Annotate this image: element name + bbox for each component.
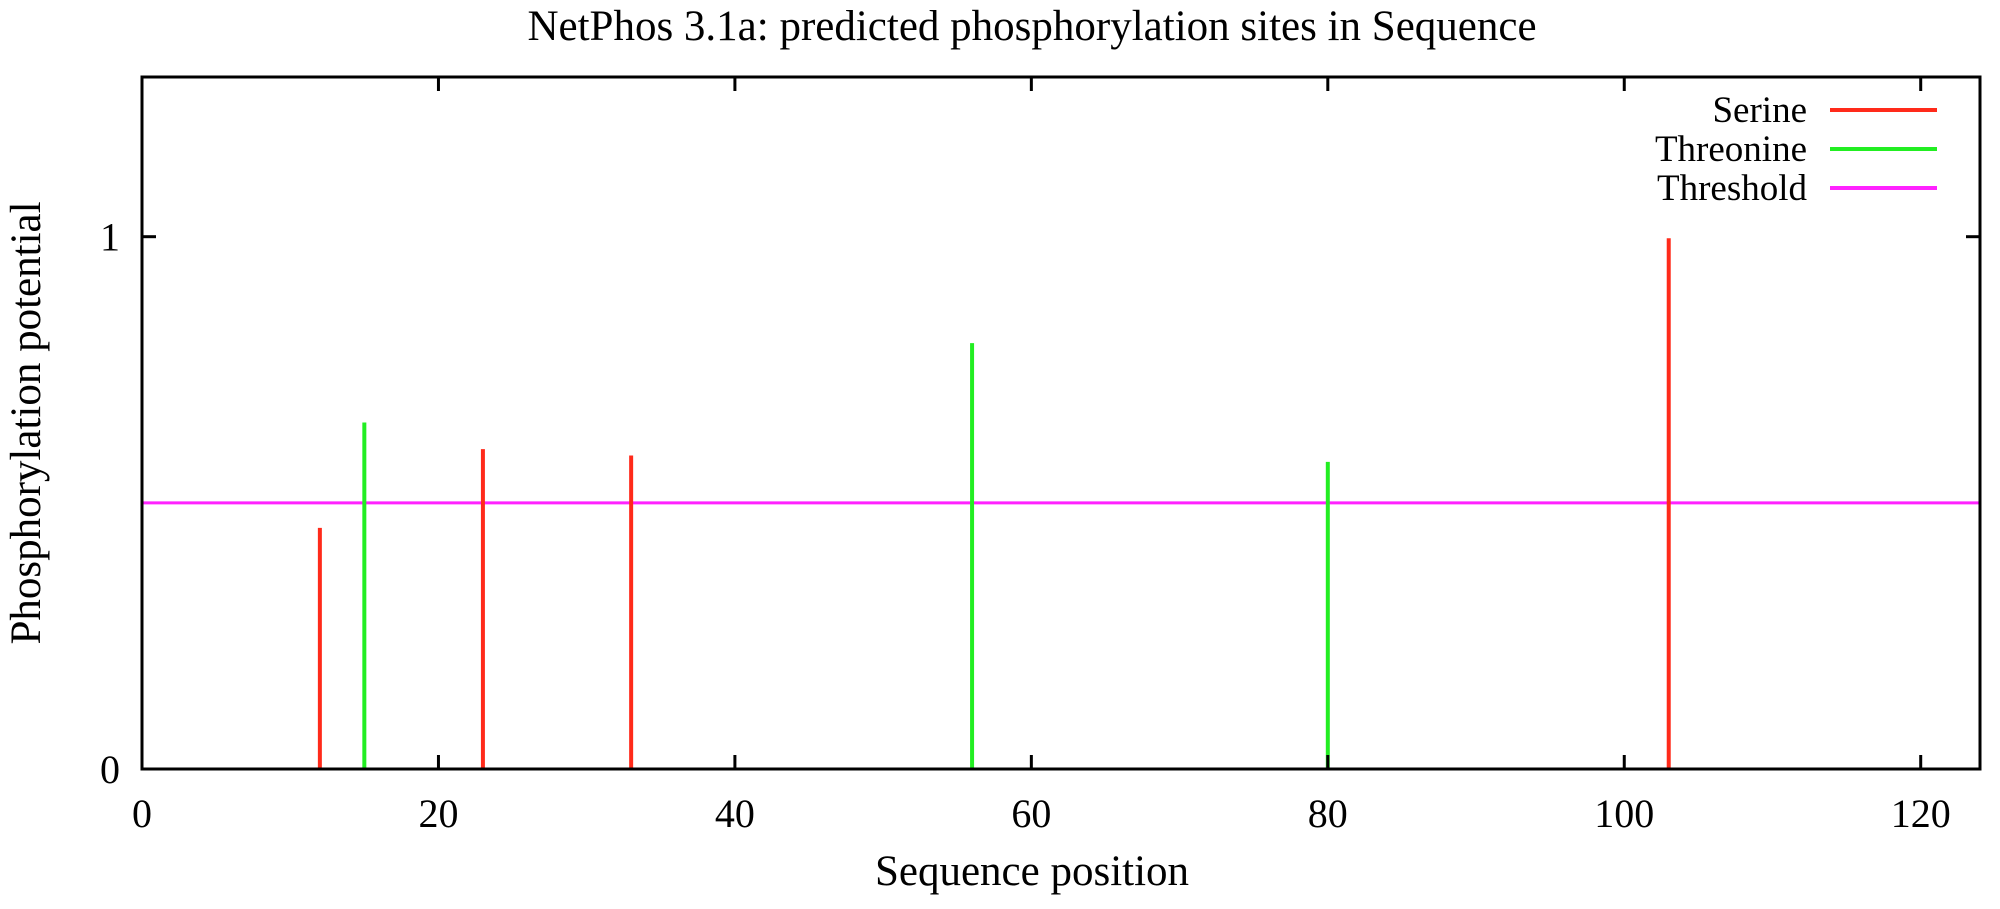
x-tick-label: 120 xyxy=(1891,791,1951,836)
x-tick-label: 20 xyxy=(418,791,458,836)
x-tick-label: 0 xyxy=(132,791,152,836)
legend-label-threshold: Threshold xyxy=(1657,168,1808,209)
x-tick-label: 60 xyxy=(1011,791,1051,836)
legend-label-serine: Serine xyxy=(1712,90,1807,131)
x-tick-label: 80 xyxy=(1308,791,1348,836)
x-tick-label: 40 xyxy=(715,791,755,836)
legend-label-threonine: Threonine xyxy=(1655,129,1807,170)
plot-frame xyxy=(140,75,1982,771)
y-axis-label: Phosphorylation potential xyxy=(3,201,50,644)
y-tick-label: 1 xyxy=(100,215,120,260)
x-axis-label: Sequence position xyxy=(875,848,1189,895)
plot-area xyxy=(142,238,1980,769)
axis-ticks: 0 20 40 60 80 100 120 0 1 xyxy=(100,77,1980,836)
y-tick-label: 0 xyxy=(100,747,120,792)
x-tick-label: 100 xyxy=(1594,791,1654,836)
chart-title: NetPhos 3.1a: predicted phosphorylation … xyxy=(527,3,1536,50)
